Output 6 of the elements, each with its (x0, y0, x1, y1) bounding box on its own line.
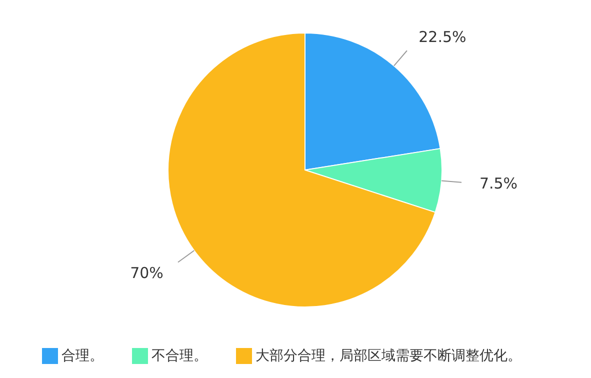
legend-label: 大部分合理，局部区域需要不断调整优化。 (256, 347, 522, 365)
legend-label: 合理。 (62, 347, 104, 365)
data-label: 7.5% (479, 174, 518, 193)
data-label: 70% (130, 264, 164, 282)
data-label: 22.5% (418, 28, 466, 46)
legend-label: 不合理。 (152, 347, 208, 365)
